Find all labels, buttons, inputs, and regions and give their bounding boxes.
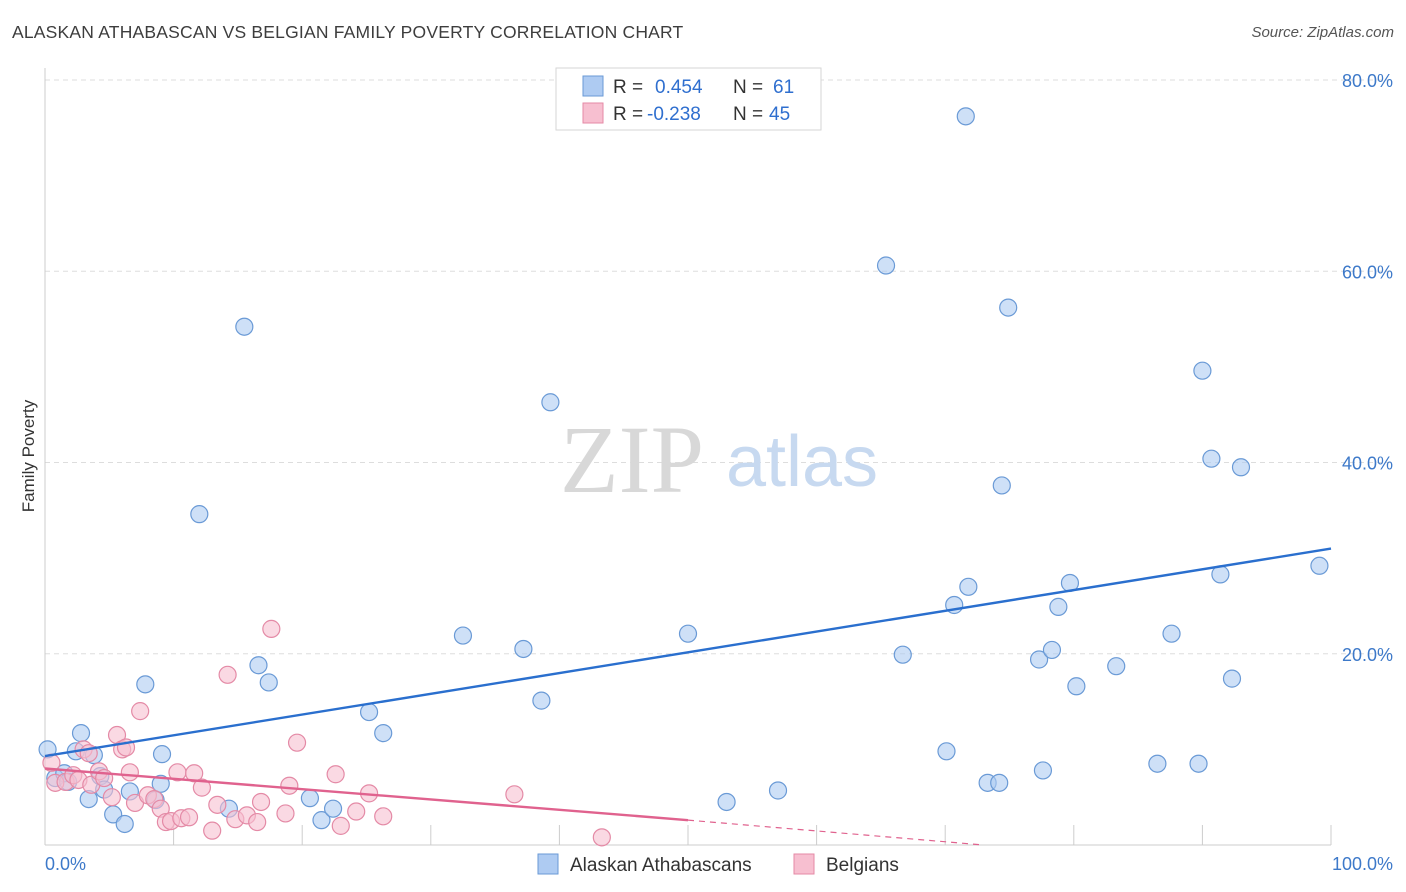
athabascan-point-54	[1193, 361, 1212, 380]
belgian-point-26	[192, 778, 211, 797]
belgian-point-35	[276, 804, 295, 823]
athabascan-point-49	[1067, 677, 1086, 696]
belgian-point-44	[592, 828, 611, 847]
y-tick-label-40: 40.0%	[1342, 454, 1393, 474]
y-tick-label-80: 80.0%	[1342, 71, 1393, 91]
athabascan-point-15	[151, 774, 170, 793]
athabascan-point-46	[1042, 640, 1062, 660]
athabascan-point-41	[990, 773, 1009, 792]
legend-swatch-blue	[582, 75, 604, 97]
athabascan-point-44	[1029, 650, 1049, 669]
chart-title: ALASKAN ATHABASCAN VS BELGIAN FAMILY POV…	[12, 22, 684, 42]
belgian-point-42	[374, 807, 393, 826]
athabascan-point-23	[312, 811, 331, 830]
athabascan-point-29	[532, 691, 551, 710]
legend-r-label-2: R =	[613, 104, 643, 125]
x-tick-label-100: 100.0%	[1332, 854, 1393, 874]
athabascan-point-11	[115, 814, 134, 834]
belgian-point-33	[251, 792, 271, 812]
belgian-point-40	[347, 802, 366, 821]
athabascan-point-17	[190, 505, 209, 524]
legend-n-value-2: 45	[769, 104, 790, 125]
belgian-point-25	[185, 764, 204, 783]
y-tick-label-60: 60.0%	[1342, 262, 1393, 282]
gridlines	[45, 79, 1393, 655]
y-axis-label: Family Poverty	[19, 399, 38, 512]
legend-n-value-1: 61	[773, 77, 794, 98]
belgian-point-39	[331, 816, 350, 835]
athabascan-point-55	[1202, 449, 1221, 468]
belgian-point-32	[248, 812, 267, 832]
series-legend-swatch-pink	[793, 853, 815, 875]
legend-swatch-pink	[582, 102, 604, 124]
belgian-point-24	[179, 808, 199, 827]
athabascan-point-35	[893, 645, 912, 664]
series-legend-label-pink: Belgians	[826, 855, 899, 876]
series-legend-label-blue: Alaskan Athabascans	[570, 855, 752, 876]
legend-n-label-1: N =	[733, 77, 763, 98]
belgian-point-28	[208, 795, 227, 814]
belgian-point-37	[287, 733, 307, 752]
athabascan-point-59	[1310, 556, 1329, 575]
chart-source: Source: ZipAtlas.com	[1251, 24, 1394, 41]
x-tick-label-0: 0.0%	[45, 854, 86, 874]
series-legend-swatch-blue	[537, 853, 559, 875]
athabascan-point-27	[453, 626, 473, 645]
belgian-point-43	[505, 785, 524, 804]
athabascan-point-30	[541, 393, 560, 412]
athabascan-point-58	[1231, 458, 1251, 477]
athabascan-point-28	[514, 639, 533, 659]
athabascan-point-32	[717, 792, 736, 812]
legend-r-value-2: -0.238	[647, 104, 701, 125]
athabascan-point-5	[71, 724, 91, 743]
watermark-atlas: atlas	[726, 422, 878, 502]
trend-lines	[44, 547, 1332, 846]
belgian-point-14	[120, 763, 139, 782]
athabascan-point-50	[1107, 657, 1126, 676]
athabascan-point-47	[1049, 597, 1068, 616]
belgian-point-29	[218, 665, 237, 684]
athabascan-trend-line	[44, 547, 1332, 758]
stats-legend: R = 0.454 N = 61 R = -0.238 N = 45	[555, 67, 822, 131]
tick-labels: 20.0% 40.0% 60.0% 80.0% 0.0% 100.0%	[45, 71, 1393, 874]
belgian-point-10	[102, 788, 121, 807]
athabascan-point-25	[359, 702, 379, 722]
athabascan-point-57	[1222, 669, 1242, 688]
athabascan-point-53	[1189, 754, 1208, 773]
athabascan-point-26	[374, 724, 393, 743]
athabascan-point-13	[136, 675, 155, 694]
athabascan-point-19	[235, 317, 254, 336]
athabascan-point-51	[1148, 754, 1167, 773]
legend-r-label-1: R =	[613, 77, 643, 98]
athabascan-point-34	[876, 256, 896, 275]
athabascan-point-42	[992, 476, 1011, 495]
athabascan-point-38	[956, 107, 975, 126]
belgian-trend-line	[44, 767, 689, 822]
athabascan-point-21	[259, 673, 278, 692]
athabascan-point-43	[999, 298, 1018, 317]
series-legend: Alaskan Athabascans Belgians	[537, 853, 899, 876]
legend-r-value-1: 0.454	[655, 77, 703, 98]
athabascan-point-33	[768, 781, 788, 800]
belgian-point-36	[280, 776, 299, 795]
athabascan-point-45	[1033, 761, 1053, 780]
athabascan-point-24	[323, 799, 343, 818]
belgian-point-38	[326, 765, 345, 784]
athabascan-point-31	[678, 624, 698, 643]
belgian-point-16	[131, 702, 150, 721]
athabascan-point-36	[937, 742, 956, 761]
belgian-point-27	[203, 821, 222, 840]
athabascan-point-20	[249, 656, 268, 675]
athabascan-point-22	[300, 789, 320, 808]
watermark-zip: ZIP	[560, 406, 704, 513]
athabascan-point-16	[152, 745, 172, 764]
athabascan-point-52	[1162, 624, 1181, 643]
legend-n-label-2: N =	[733, 104, 763, 125]
belgian-point-34	[262, 619, 281, 638]
y-tick-label-20: 20.0%	[1342, 645, 1393, 665]
athabascan-point-39	[959, 577, 978, 596]
belgian-trend-extension	[687, 819, 984, 846]
